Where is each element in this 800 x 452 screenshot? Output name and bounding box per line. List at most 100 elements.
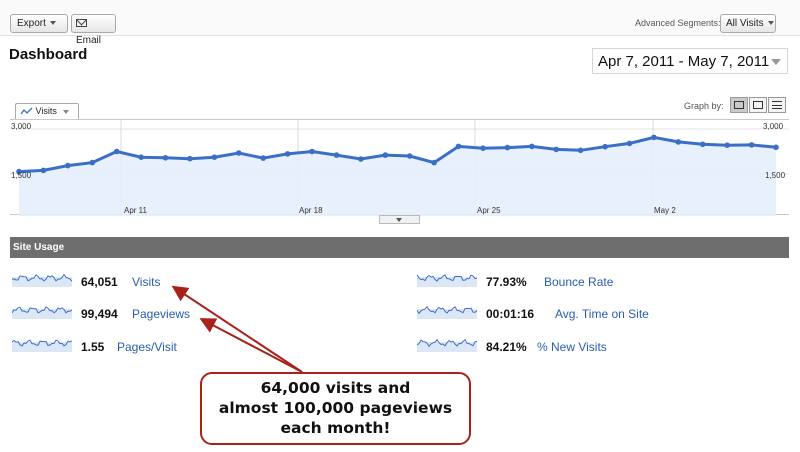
data-point[interactable] <box>553 146 559 153</box>
stat-value: 1.55 <box>81 340 105 354</box>
visits-line <box>18 135 777 174</box>
graph-by-day-button[interactable] <box>730 97 748 113</box>
data-point[interactable] <box>431 159 437 166</box>
month-view-icon <box>772 101 782 109</box>
sparkline <box>417 305 477 319</box>
sparkline <box>12 273 72 287</box>
chart-collapse-handle[interactable] <box>379 215 420 224</box>
stat-value: 84.21% <box>486 340 527 354</box>
line-chart-icon <box>20 107 33 115</box>
advanced-segments-label: Advanced Segments: <box>635 18 721 28</box>
metric-tab-label: Visits <box>35 106 57 116</box>
x-tick-label: May 2 <box>654 206 676 215</box>
y-tick-right-mid: 1,500 <box>765 171 786 180</box>
data-point[interactable] <box>358 156 364 162</box>
site-usage-header: Site Usage <box>10 237 789 258</box>
y-tick-left-mid: 1,500 <box>11 171 32 180</box>
data-point[interactable] <box>309 148 315 155</box>
callout-line-2: almost 100,000 pageviews <box>218 399 453 417</box>
data-point[interactable] <box>699 141 706 148</box>
sparkline <box>417 338 477 352</box>
data-point[interactable] <box>382 152 389 158</box>
stat-new-visits: 84.21% % New Visits <box>417 338 677 356</box>
data-point[interactable] <box>113 148 120 155</box>
chevron-down-icon <box>767 21 774 26</box>
data-point[interactable] <box>284 151 291 157</box>
data-point[interactable] <box>675 139 682 145</box>
day-view-icon <box>734 101 744 109</box>
graph-by-label: Graph by: <box>684 101 724 111</box>
toolbar: Export Email Advanced Segments: All Visi… <box>0 0 800 46</box>
data-point[interactable] <box>602 143 608 150</box>
data-point[interactable] <box>504 144 511 151</box>
stat-value: 64,051 <box>81 275 118 289</box>
data-point[interactable] <box>333 152 340 158</box>
arrow-to-visits <box>171 285 303 373</box>
stat-visits: 64,051 Visits <box>12 273 212 291</box>
data-point[interactable] <box>529 143 535 150</box>
data-point[interactable] <box>724 142 730 148</box>
graph-by-month-button[interactable] <box>768 97 786 113</box>
email-label: Email <box>76 35 102 46</box>
sparkline <box>12 339 72 352</box>
data-point[interactable] <box>138 154 144 160</box>
chevron-down-icon <box>63 109 70 114</box>
data-point[interactable] <box>40 167 47 174</box>
stat-link-pageviews[interactable]: Pageviews <box>132 307 191 321</box>
data-point[interactable] <box>480 145 486 151</box>
data-point[interactable] <box>748 142 755 148</box>
data-point[interactable] <box>211 154 218 160</box>
data-point[interactable] <box>65 162 71 169</box>
x-tick-label: Apr 18 <box>299 206 323 215</box>
data-point[interactable] <box>651 134 657 141</box>
export-button[interactable]: Export <box>10 14 68 33</box>
data-point[interactable] <box>455 143 462 150</box>
stat-pageviews: 99,494 Pageviews <box>12 305 232 323</box>
data-point[interactable] <box>626 140 633 147</box>
stat-avg-time: 00:01:16 Avg. Time on Site <box>417 305 677 323</box>
visits-chart-svg <box>10 120 789 216</box>
data-point[interactable] <box>89 159 96 166</box>
y-tick-left-top: 3,000 <box>11 122 32 131</box>
stat-link-new-visits[interactable]: % New Visits <box>537 340 607 354</box>
data-point[interactable] <box>577 147 584 154</box>
metric-selector[interactable]: Visits <box>15 103 79 119</box>
visits-chart <box>10 119 789 216</box>
envelope-icon <box>76 19 87 27</box>
data-point[interactable] <box>406 153 413 159</box>
date-range-text: Apr 7, 2011 - May 7, 2011 <box>598 53 770 70</box>
stat-link-bounce-rate[interactable]: Bounce Rate <box>544 275 614 289</box>
chevron-down-icon <box>49 21 56 26</box>
export-label: Export <box>17 18 46 29</box>
stat-link-pages-visit[interactable]: Pages/Visit <box>117 340 177 354</box>
stat-pages-per-visit: 1.55 Pages/Visit <box>12 338 232 356</box>
week-view-icon <box>753 101 763 109</box>
email-button[interactable]: Email <box>71 14 116 46</box>
advanced-segments-select[interactable]: All Visits <box>720 14 776 33</box>
x-tick-label: Apr 25 <box>477 206 501 215</box>
stat-link-avg-time[interactable]: Avg. Time on Site <box>555 307 649 321</box>
chevron-down-icon <box>771 59 781 65</box>
y-tick-right-top: 3,000 <box>763 122 784 131</box>
annotation-callout: 64,000 visits and almost 100,000 pagevie… <box>200 372 471 445</box>
stat-link-visits[interactable]: Visits <box>132 275 161 289</box>
data-point[interactable] <box>162 155 169 161</box>
sparkline <box>417 274 477 287</box>
callout-line-1: 64,000 visits and <box>260 379 411 397</box>
data-point[interactable] <box>236 150 242 156</box>
callout-line-3: each month! <box>280 419 391 437</box>
graph-by-week-button[interactable] <box>749 97 767 113</box>
data-point[interactable] <box>16 168 22 175</box>
x-tick-label: Apr 11 <box>124 206 147 215</box>
stat-bounce-rate: 77.93% Bounce Rate <box>417 273 677 291</box>
data-point[interactable] <box>260 155 266 161</box>
data-point[interactable] <box>187 155 193 162</box>
page-title: Dashboard <box>9 46 88 63</box>
stat-value: 00:01:16 <box>486 307 535 321</box>
stat-value: 99,494 <box>81 307 118 321</box>
data-point[interactable] <box>773 144 779 151</box>
date-range-picker[interactable]: Apr 7, 2011 - May 7, 2011 <box>592 48 788 74</box>
segments-value: All Visits <box>726 18 764 29</box>
visits-area <box>19 137 776 216</box>
sparkline <box>12 306 72 319</box>
